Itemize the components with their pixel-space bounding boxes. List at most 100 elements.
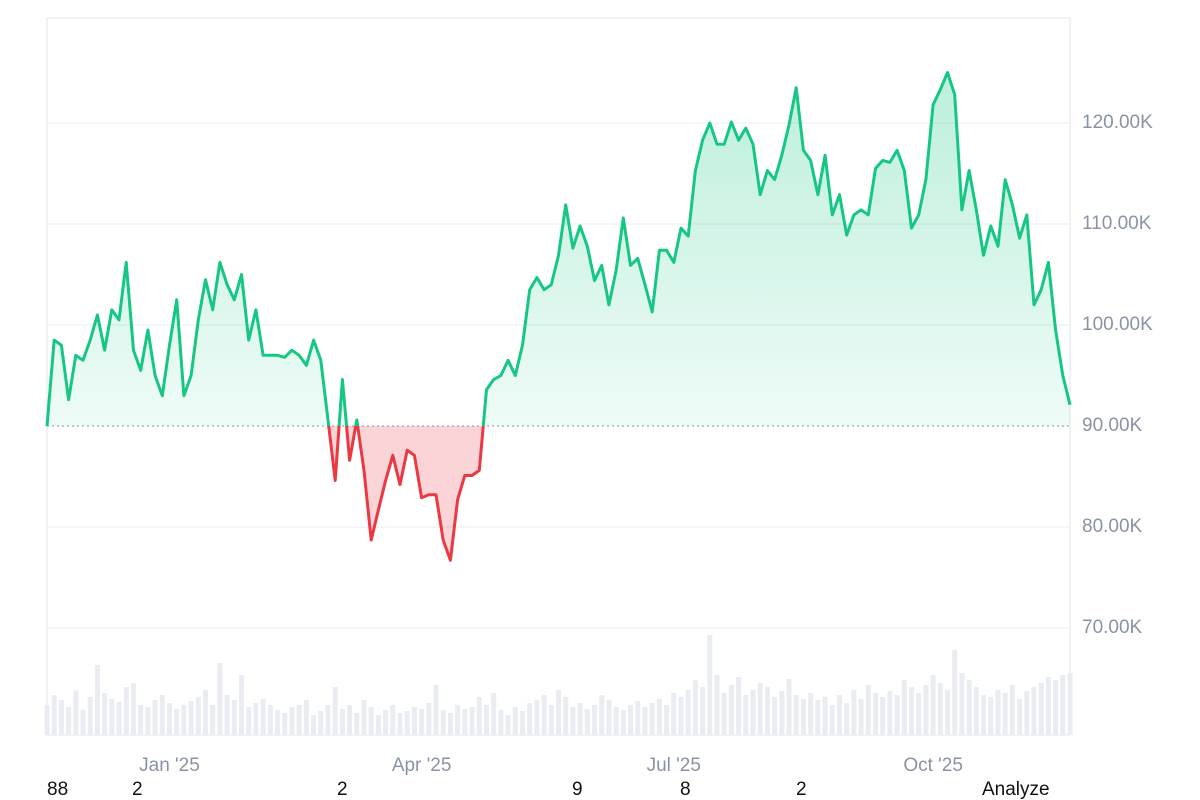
volume-bar [858, 699, 864, 735]
volume-bar [116, 702, 122, 735]
y-tick-label: 120.00K [1082, 112, 1153, 133]
volume-bar [700, 687, 706, 735]
footer-label: 2 [132, 779, 143, 800]
volume-bar [577, 703, 583, 735]
volume-bar [426, 703, 432, 735]
volume-bar [901, 680, 907, 735]
volume-bar [534, 700, 540, 735]
volume-bar [606, 700, 612, 735]
volume-bar [152, 700, 158, 735]
volume-bar [779, 691, 785, 735]
volume-bar [937, 683, 943, 735]
volume-bar [87, 697, 93, 735]
volume-bar [311, 715, 317, 735]
volume-bar [282, 713, 288, 735]
volume-bar [462, 709, 468, 735]
volume-bar [102, 693, 108, 735]
volume-bar [908, 687, 915, 735]
volume-bar [541, 695, 547, 735]
volume-bar [1009, 685, 1015, 735]
volume-bar [347, 705, 353, 735]
y-tick-label: 80.00K [1082, 516, 1143, 537]
volume-bar [599, 695, 605, 735]
volume-bar [800, 699, 806, 735]
volume-bar [930, 675, 936, 735]
volume-bar [685, 690, 691, 735]
volume-bar [51, 695, 57, 735]
volume-bar [894, 695, 900, 735]
volume-bar [519, 711, 526, 735]
volume-bar [66, 707, 72, 735]
volume-bar [721, 693, 727, 735]
volume-bar [988, 697, 994, 735]
volume-bar [945, 690, 951, 735]
volume-bar [981, 695, 987, 735]
y-tick-label: 100.00K [1082, 314, 1153, 335]
volume-bar [303, 700, 309, 735]
volume-bar [166, 703, 172, 735]
volume-bar [433, 685, 439, 735]
y-tick-label: 70.00K [1082, 617, 1143, 638]
volume-bar [1045, 677, 1051, 735]
volume-bar [246, 707, 252, 735]
volume-bar [923, 685, 929, 735]
volume-bar [836, 695, 842, 735]
volume-bar [130, 683, 136, 735]
volume-bar [289, 707, 295, 735]
volume-bar [822, 697, 828, 735]
volume-bar [498, 710, 504, 735]
volume-bar [736, 677, 742, 735]
volume-bar [174, 709, 180, 735]
volume-bar [649, 703, 655, 735]
volume-bar [109, 699, 115, 735]
volume-bar [375, 715, 381, 735]
volume-bar [58, 700, 64, 735]
volume-bar [318, 711, 324, 735]
volume-bar [1067, 673, 1073, 735]
volume-bar [548, 705, 554, 735]
y-tick-label: 110.00K [1082, 213, 1152, 234]
volume-bar [1002, 693, 1008, 735]
volume-bar [390, 705, 396, 735]
volume-bar [714, 675, 720, 735]
price-area [47, 72, 1070, 561]
volume-bar [642, 707, 648, 735]
volume-bar [80, 710, 86, 735]
volume-bar [764, 687, 770, 735]
volume-bar [217, 663, 223, 735]
volume-bar [635, 701, 641, 735]
footer-label: 2 [796, 779, 807, 800]
volume-bar [786, 679, 792, 735]
volume-bar [145, 707, 151, 735]
volume-bar [73, 690, 79, 735]
volume-bar [159, 695, 165, 735]
y-tick-label: 90.00K [1082, 415, 1143, 436]
volume-bar [447, 713, 453, 735]
volume-bar [404, 711, 410, 735]
volume-bar [916, 693, 922, 735]
volume-bar [678, 697, 684, 735]
x-tick-label: Jan '25 [139, 755, 200, 776]
volume-bar [872, 693, 879, 735]
volume-bar [995, 690, 1001, 735]
volume-bar [455, 705, 461, 735]
volume-bar [707, 635, 713, 735]
volume-bar [123, 687, 129, 735]
volume-bar [505, 715, 511, 735]
volume-bar [275, 710, 281, 735]
volume-bar [750, 690, 756, 735]
volume-bar [973, 687, 979, 735]
volume-bar [44, 705, 50, 735]
footer-label: 8 [680, 779, 691, 800]
volume-bar [772, 697, 778, 735]
volume-bar [354, 713, 360, 735]
volume-bar [584, 709, 590, 735]
volume-bar [570, 707, 576, 735]
volume-bar [383, 710, 389, 735]
volume-bar [361, 700, 367, 735]
volume-bar [728, 685, 734, 735]
volume-bar [260, 699, 266, 735]
volume-bar [210, 705, 216, 735]
volume-bar [880, 697, 886, 735]
volume-bar [138, 705, 144, 735]
